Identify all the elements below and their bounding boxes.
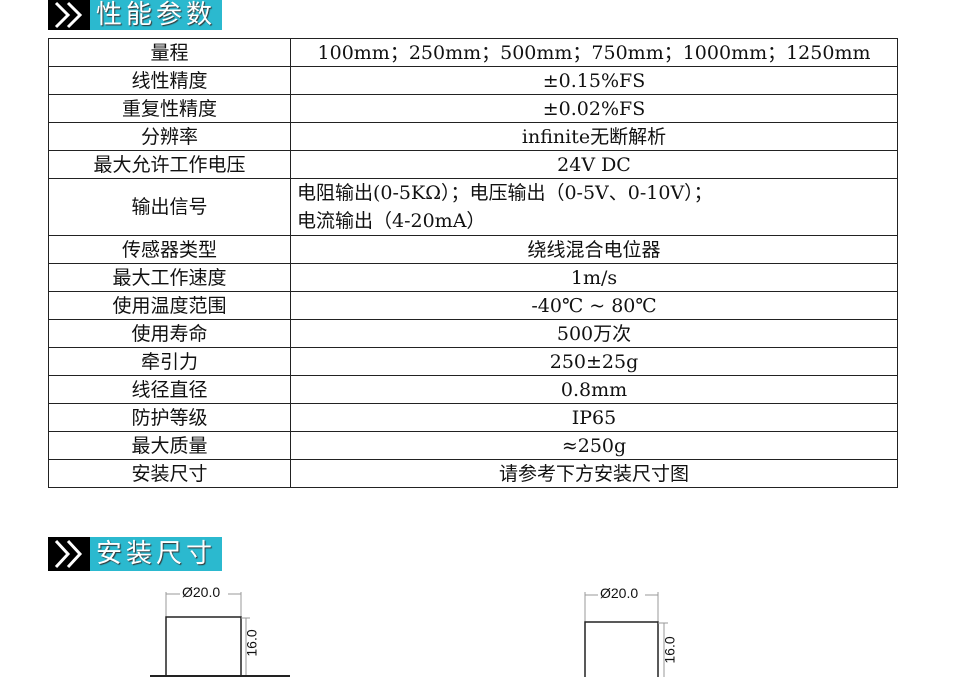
spec-value: 500万次 bbox=[290, 319, 898, 348]
diameter-label: Ø20.0 bbox=[600, 585, 639, 601]
height-label: 16.0 bbox=[243, 629, 260, 657]
spec-value: 1m/s bbox=[290, 263, 898, 292]
table-row: 使用温度范围 -40℃ ~ 80℃ bbox=[48, 291, 898, 320]
table-row: 线性精度 ±0.15%FS bbox=[48, 66, 898, 95]
table-row: 最大工作速度 1m/s bbox=[48, 263, 898, 292]
spec-value: IP65 bbox=[290, 403, 898, 432]
spec-value: infinite无断解析 bbox=[290, 122, 898, 151]
dimension-drawings bbox=[150, 592, 668, 677]
table-row: 最大质量 ≈250g bbox=[48, 431, 898, 460]
height-label: 16.0 bbox=[661, 636, 678, 664]
spec-label: 线性精度 bbox=[48, 66, 291, 95]
spec-label: 最大工作速度 bbox=[48, 263, 291, 292]
spec-label: 最大允许工作电压 bbox=[48, 150, 291, 179]
specs-section-header: 性能参数 bbox=[48, 0, 223, 30]
spec-label: 输出信号 bbox=[48, 178, 291, 236]
spec-value: 请参考下方安装尺寸图 bbox=[290, 459, 898, 488]
spec-value: ±0.15%FS bbox=[290, 66, 898, 95]
chevron-icon bbox=[48, 537, 90, 571]
spec-label: 使用温度范围 bbox=[48, 291, 291, 320]
spec-label: 最大质量 bbox=[48, 431, 291, 460]
spec-label: 使用寿命 bbox=[48, 319, 291, 348]
spec-value: 电阻输出(0-5KΩ）；电压输出（0-5V、0-10V）； 电流输出（4-20mA… bbox=[290, 178, 898, 236]
table-row: 防护等级 IP65 bbox=[48, 403, 898, 432]
spec-value-line: 电阻输出(0-5KΩ）；电压输出（0-5V、0-10V）； bbox=[297, 182, 713, 204]
table-row: 量程 100mm；250mm；500mm；750mm；1000mm；1250mm bbox=[48, 38, 898, 67]
table-row: 重复性精度 ±0.02%FS bbox=[48, 94, 898, 123]
spec-label: 量程 bbox=[48, 38, 291, 67]
drawing-right bbox=[584, 592, 668, 677]
spec-label: 安装尺寸 bbox=[48, 459, 291, 488]
table-row: 输出信号 电阻输出(0-5KΩ）；电压输出（0-5V、0-10V）； 电流输出（4-… bbox=[48, 178, 898, 236]
table-row: 分辨率 infinite无断解析 bbox=[48, 122, 898, 151]
table-row: 安装尺寸 请参考下方安装尺寸图 bbox=[48, 459, 898, 488]
chevron-icon bbox=[48, 0, 90, 30]
spec-value: ≈250g bbox=[290, 431, 898, 460]
diameter-label: Ø20.0 bbox=[182, 584, 221, 600]
spec-label: 牵引力 bbox=[48, 347, 291, 376]
spec-label: 分辨率 bbox=[48, 122, 291, 151]
spec-label: 重复性精度 bbox=[48, 94, 291, 123]
spec-table: 量程 100mm；250mm；500mm；750mm；1000mm；1250mm 线… bbox=[48, 38, 898, 488]
spec-value: 24V DC bbox=[290, 150, 898, 179]
spec-value: 0.8mm bbox=[290, 375, 898, 404]
table-row: 牵引力 250±25g bbox=[48, 347, 898, 376]
spec-value: 250±25g bbox=[290, 347, 898, 376]
table-row: 最大允许工作电压 24V DC bbox=[48, 150, 898, 179]
spec-label: 传感器类型 bbox=[48, 235, 291, 264]
table-row: 传感器类型 绕线混合电位器 bbox=[48, 235, 898, 264]
spec-value: 100mm；250mm；500mm；750mm；1000mm；1250mm bbox=[290, 38, 898, 67]
table-row: 线径直径 0.8mm bbox=[48, 375, 898, 404]
section-title: 安装尺寸 bbox=[90, 537, 223, 571]
dims-section-header: 安装尺寸 bbox=[48, 537, 223, 571]
spec-value: 绕线混合电位器 bbox=[290, 235, 898, 264]
drawing-left bbox=[150, 592, 290, 677]
table-row: 使用寿命 500万次 bbox=[48, 319, 898, 348]
spec-label: 线径直径 bbox=[48, 375, 291, 404]
spec-value-line: 电流输出（4-20mA） bbox=[297, 210, 486, 232]
spec-value: -40℃ ~ 80℃ bbox=[290, 291, 898, 320]
spec-label: 防护等级 bbox=[48, 403, 291, 432]
section-title: 性能参数 bbox=[90, 0, 223, 30]
spec-value: ±0.02%FS bbox=[290, 94, 898, 123]
